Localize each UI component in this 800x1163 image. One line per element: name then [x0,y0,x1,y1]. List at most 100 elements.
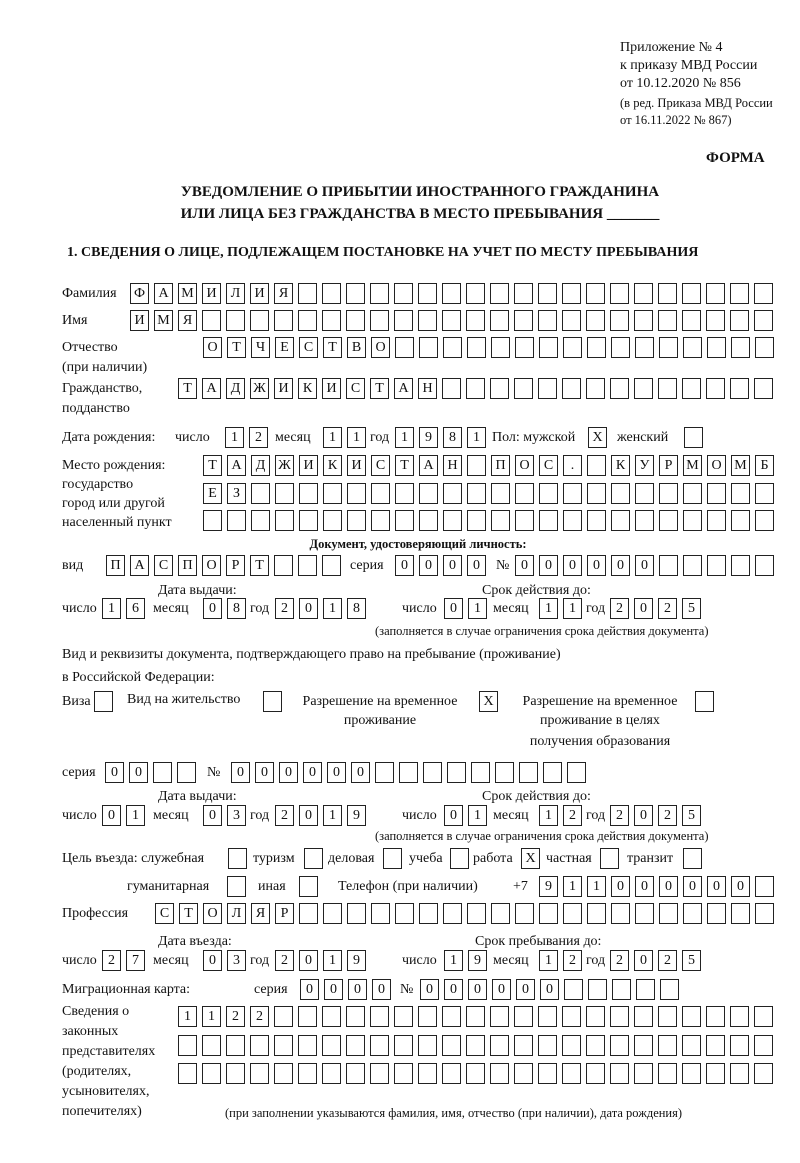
char-box[interactable] [586,1063,605,1084]
char-box[interactable] [370,1063,389,1084]
char-box[interactable] [490,1063,509,1084]
char-box[interactable]: А [419,455,438,476]
char-box[interactable] [682,310,701,331]
char-box[interactable]: 2 [249,427,268,448]
char-box[interactable] [298,283,317,304]
char-box[interactable]: 8 [227,598,246,619]
char-box[interactable]: 2 [275,950,294,971]
char-box[interactable]: С [155,903,174,924]
char-box[interactable] [514,310,533,331]
char-box[interactable] [323,483,342,504]
char-box[interactable] [563,510,582,531]
char-box[interactable] [423,762,442,783]
char-box[interactable] [539,337,558,358]
char-box[interactable]: 0 [299,805,318,826]
char-box[interactable]: 2 [658,598,677,619]
char-box[interactable]: О [371,337,390,358]
char-box[interactable] [274,1035,293,1056]
char-box[interactable]: 6 [126,598,145,619]
char-box[interactable]: О [203,903,222,924]
char-box[interactable] [371,483,390,504]
char-box[interactable] [491,483,510,504]
char-box[interactable] [659,903,678,924]
char-box[interactable]: 0 [515,555,534,576]
char-box[interactable] [538,283,557,304]
char-box[interactable] [418,1063,437,1084]
char-box[interactable]: М [154,310,173,331]
char-box[interactable]: 1 [539,598,558,619]
char-box[interactable]: 1 [178,1006,197,1027]
char-box[interactable] [684,427,703,448]
char-box[interactable]: 0 [659,876,678,897]
char-box[interactable]: 1 [563,876,582,897]
char-box[interactable] [299,903,318,924]
char-box[interactable] [731,483,750,504]
char-box[interactable]: И [202,283,221,304]
char-box[interactable] [514,1006,533,1027]
char-box[interactable]: А [202,378,221,399]
char-box[interactable] [683,848,702,869]
char-box[interactable] [418,1035,437,1056]
char-box[interactable] [490,310,509,331]
char-box[interactable]: Е [275,337,294,358]
char-box[interactable] [635,483,654,504]
char-box[interactable]: 1 [467,427,486,448]
char-box[interactable]: П [178,555,197,576]
char-box[interactable]: Ж [250,378,269,399]
char-box[interactable]: 0 [255,762,274,783]
char-box[interactable] [418,283,437,304]
char-box[interactable] [634,1035,653,1056]
char-box[interactable] [610,1006,629,1027]
char-box[interactable] [346,1063,365,1084]
char-box[interactable]: 1 [539,950,558,971]
char-box[interactable]: 1 [225,427,244,448]
char-box[interactable]: 2 [102,950,121,971]
char-box[interactable] [471,762,490,783]
char-box[interactable]: 3 [227,950,246,971]
char-box[interactable] [610,310,629,331]
char-box[interactable] [730,1006,749,1027]
char-box[interactable]: X [521,848,540,869]
char-box[interactable] [442,1035,461,1056]
char-box[interactable]: 1 [323,598,342,619]
char-box[interactable]: 2 [610,598,629,619]
char-box[interactable] [419,337,438,358]
char-box[interactable]: Т [179,903,198,924]
char-box[interactable] [495,762,514,783]
char-box[interactable] [395,510,414,531]
char-box[interactable] [730,1035,749,1056]
char-box[interactable] [514,1035,533,1056]
char-box[interactable] [695,691,714,712]
char-box[interactable] [322,555,341,576]
char-box[interactable] [514,378,533,399]
char-box[interactable]: X [479,691,498,712]
char-box[interactable] [659,510,678,531]
char-box[interactable]: О [707,455,726,476]
char-box[interactable]: Я [274,283,293,304]
char-box[interactable]: О [515,455,534,476]
char-box[interactable]: О [203,337,222,358]
char-box[interactable]: 1 [468,598,487,619]
char-box[interactable] [466,378,485,399]
char-box[interactable] [659,483,678,504]
char-box[interactable] [706,1063,725,1084]
char-box[interactable]: 0 [300,979,319,1000]
char-box[interactable] [706,1006,725,1027]
char-box[interactable] [730,1063,749,1084]
char-box[interactable] [299,510,318,531]
char-box[interactable]: И [347,455,366,476]
char-box[interactable] [346,1035,365,1056]
char-box[interactable] [659,337,678,358]
char-box[interactable] [754,310,773,331]
char-box[interactable] [539,510,558,531]
char-box[interactable] [562,1063,581,1084]
char-box[interactable]: 0 [444,979,463,1000]
char-box[interactable] [562,1035,581,1056]
char-box[interactable] [755,555,774,576]
char-box[interactable] [202,1063,221,1084]
char-box[interactable]: 0 [467,555,486,576]
char-box[interactable]: 0 [303,762,322,783]
char-box[interactable] [226,310,245,331]
char-box[interactable] [611,510,630,531]
char-box[interactable] [543,762,562,783]
